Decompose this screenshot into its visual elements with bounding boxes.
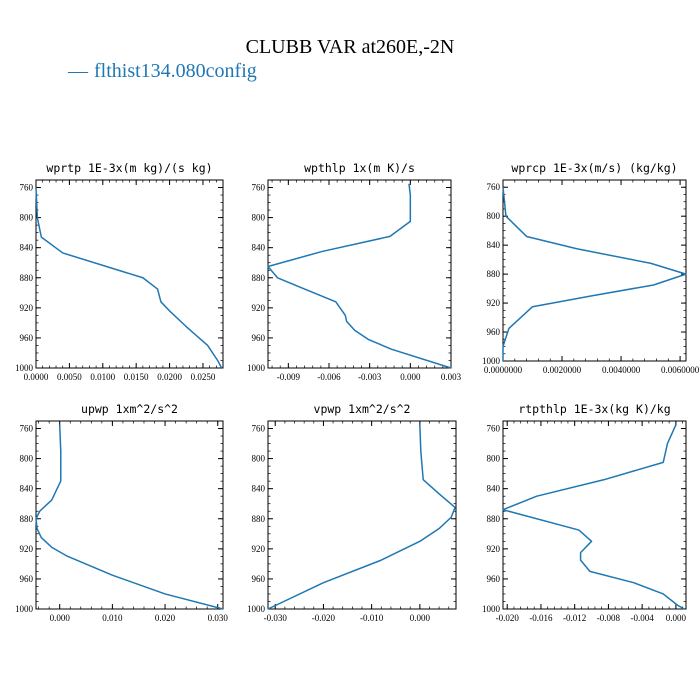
panel-4-frame	[35, 420, 224, 610]
panel-1-title: wprtp 1E-3x(m kg)/(s kg)	[46, 161, 212, 175]
panel-6-xtick-label: -0.016	[529, 613, 553, 623]
panel-5-ytick-label: 1000	[247, 604, 266, 614]
panel-4-series-line	[35, 424, 224, 610]
panel-3-ytick-label: 960	[487, 327, 501, 337]
panel-3-ytick-label: 760	[487, 182, 501, 192]
panel-4-ytick-label: 1000	[15, 604, 34, 614]
panel-3-ytick-label: 1000	[482, 356, 501, 366]
panel-1-series-line	[35, 187, 223, 369]
panel-6-xtick-label: -0.012	[563, 613, 586, 623]
panel-3-xtick-label: 0.0060000	[661, 365, 700, 375]
panel-3-ytick-label: 920	[487, 298, 501, 308]
panel-2-ytick-label: 1000	[247, 363, 266, 373]
legend-line-swatch: —	[68, 60, 88, 82]
legend: — flthist134.080config	[68, 60, 257, 83]
panel-3-ytick-label: 840	[487, 240, 501, 250]
panel-1-ytick-label: 800	[20, 213, 34, 223]
panel-2-xtick-label: -0.003	[358, 372, 382, 382]
panel-2-frame	[267, 179, 452, 369]
panel-6-ytick-label: 920	[487, 544, 501, 554]
panel-1-ytick-label: 960	[20, 333, 34, 343]
panel-5-ytick-label: 920	[252, 544, 266, 554]
panel-5-ytick-label: 760	[252, 424, 266, 434]
panel-5-title: vpwp 1xm^2/s^2	[314, 402, 411, 416]
panel-2-xtick-label: 0.003	[441, 372, 462, 382]
panel-6-xtick-label: -0.020	[496, 613, 520, 623]
panel-1-xtick-label: 0.0200	[157, 372, 182, 382]
panel-6-frame	[502, 420, 687, 610]
panel-2-xtick-label: 0.000	[400, 372, 421, 382]
panel-6-ytick-label: 760	[487, 424, 501, 434]
panel-2-ytick-label: 960	[252, 333, 266, 343]
panel-3-title: wprcp 1E-3x(m/s) (kg/kg)	[511, 161, 677, 175]
panel-4-xtick-label: 0.020	[155, 613, 176, 623]
panel-4-ytick-label: 800	[20, 454, 34, 464]
figure-title: CLUBB VAR at260E,-2N	[245, 36, 455, 58]
panel-5-ytick-label: 800	[252, 454, 266, 464]
panel-2-title: wpthlp 1x(m K)/s	[304, 161, 415, 175]
panel-6-title: rtpthlp 1E-3x(kg K)/kg	[518, 402, 670, 416]
panel-2-ytick-label: 880	[252, 273, 266, 283]
panel-6-ytick-label: 800	[487, 454, 501, 464]
panel-6-xtick-label: -0.004	[631, 613, 655, 623]
panel-1-ytick-label: 920	[20, 303, 34, 313]
panel-2-ytick-label: 800	[252, 213, 266, 223]
panel-5-xtick-label: -0.010	[360, 613, 384, 623]
panel-5-ytick-label: 960	[252, 574, 266, 584]
panel-3-frame	[502, 179, 687, 362]
panel-4-ytick-label: 960	[20, 574, 34, 584]
panel-5-frame	[267, 420, 457, 610]
panel-4-xtick-label: 0.030	[208, 613, 229, 623]
panel-4-ytick-label: 880	[20, 514, 34, 524]
panel-2-ytick-label: 760	[252, 183, 266, 193]
panel-1-xtick-label: 0.0150	[124, 372, 149, 382]
panel-1-xtick-label: 0.0250	[191, 372, 216, 382]
panel-5-series-line	[267, 424, 456, 610]
panel-3-series-line	[502, 187, 687, 361]
panel-3-ytick-label: 800	[487, 211, 501, 221]
legend-label: flthist134.080config	[94, 60, 257, 82]
panel-5-xtick-label: -0.020	[312, 613, 336, 623]
panel-2-xtick-label: -0.009	[277, 372, 301, 382]
panel-5-xtick-label: -0.030	[264, 613, 288, 623]
panel-2-xtick-label: -0.006	[317, 372, 341, 382]
panel-6-ytick-label: 960	[487, 574, 501, 584]
panel-6-xtick-label: -0.008	[597, 613, 621, 623]
panel-4-ytick-label: 760	[20, 424, 34, 434]
panel-6-series-line	[502, 424, 685, 610]
panel-1-ytick-label: 760	[20, 183, 34, 193]
panel-4-ytick-label: 840	[20, 484, 34, 494]
panel-3-xtick-label: 0.0040000	[602, 365, 641, 375]
panel-1-ytick-label: 880	[20, 273, 34, 283]
panel-2-series-line	[267, 183, 452, 369]
panel-2-ytick-label: 840	[252, 243, 266, 253]
panel-6-ytick-label: 880	[487, 514, 501, 524]
panel-1-ytick-label: 1000	[15, 363, 34, 373]
panel-6-ytick-label: 1000	[482, 604, 501, 614]
panel-3-xtick-label: 0.0020000	[543, 365, 582, 375]
panel-1-xtick-label: 0.0000	[24, 372, 49, 382]
panel-5-ytick-label: 840	[252, 484, 266, 494]
panel-1-ytick-label: 840	[20, 243, 34, 253]
panel-4-xtick-label: 0.010	[102, 613, 123, 623]
panel-4-title: upwp 1xm^2/s^2	[81, 402, 178, 416]
panel-6-xtick-label: 0.000	[666, 613, 687, 623]
panel-3-xtick-label: 0.0000000	[484, 365, 523, 375]
panel-5-xtick-label: 0.000	[410, 613, 431, 623]
panel-3-ytick-label: 880	[487, 269, 501, 279]
panel-1-xtick-label: 0.0050	[57, 372, 82, 382]
panel-4-ytick-label: 920	[20, 544, 34, 554]
panel-4-xtick-label: 0.000	[50, 613, 71, 623]
panel-5-ytick-label: 880	[252, 514, 266, 524]
panel-1-xtick-label: 0.0100	[90, 372, 115, 382]
panel-2-ytick-label: 920	[252, 303, 266, 313]
panel-6-ytick-label: 840	[487, 484, 501, 494]
